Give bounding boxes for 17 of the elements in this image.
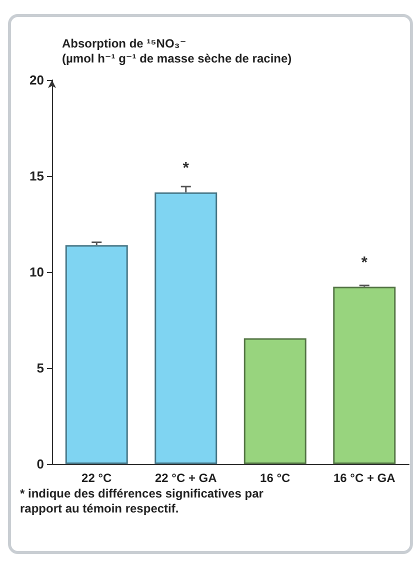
y-tick-label: 0 — [36, 456, 44, 472]
x-tick-label: 22 °C — [82, 471, 112, 485]
y-tick-label: 10 — [30, 264, 44, 280]
bar — [244, 338, 306, 464]
x-tick-label: 22 °C + GA — [154, 471, 218, 485]
annotation: * — [182, 160, 190, 177]
text: * indique des différences significatives par rapport au témoin respectif. — [20, 486, 264, 516]
y-tick-label: 15 — [30, 168, 44, 184]
bar — [154, 192, 218, 464]
y-axis-title: Absorption de ¹⁵NO₃⁻ (µmol h⁻¹ g⁻¹ de masse sèche de racine) — [62, 36, 292, 66]
annotation: * — [361, 254, 368, 272]
bar — [333, 286, 396, 464]
bar — [65, 245, 128, 464]
x-tick-label: 16 °C + GA — [333, 471, 396, 485]
x-tick-label: 16 °C — [260, 471, 291, 485]
y-tick-label: 20 — [30, 72, 44, 88]
y-tick-label: 5 — [36, 360, 44, 376]
